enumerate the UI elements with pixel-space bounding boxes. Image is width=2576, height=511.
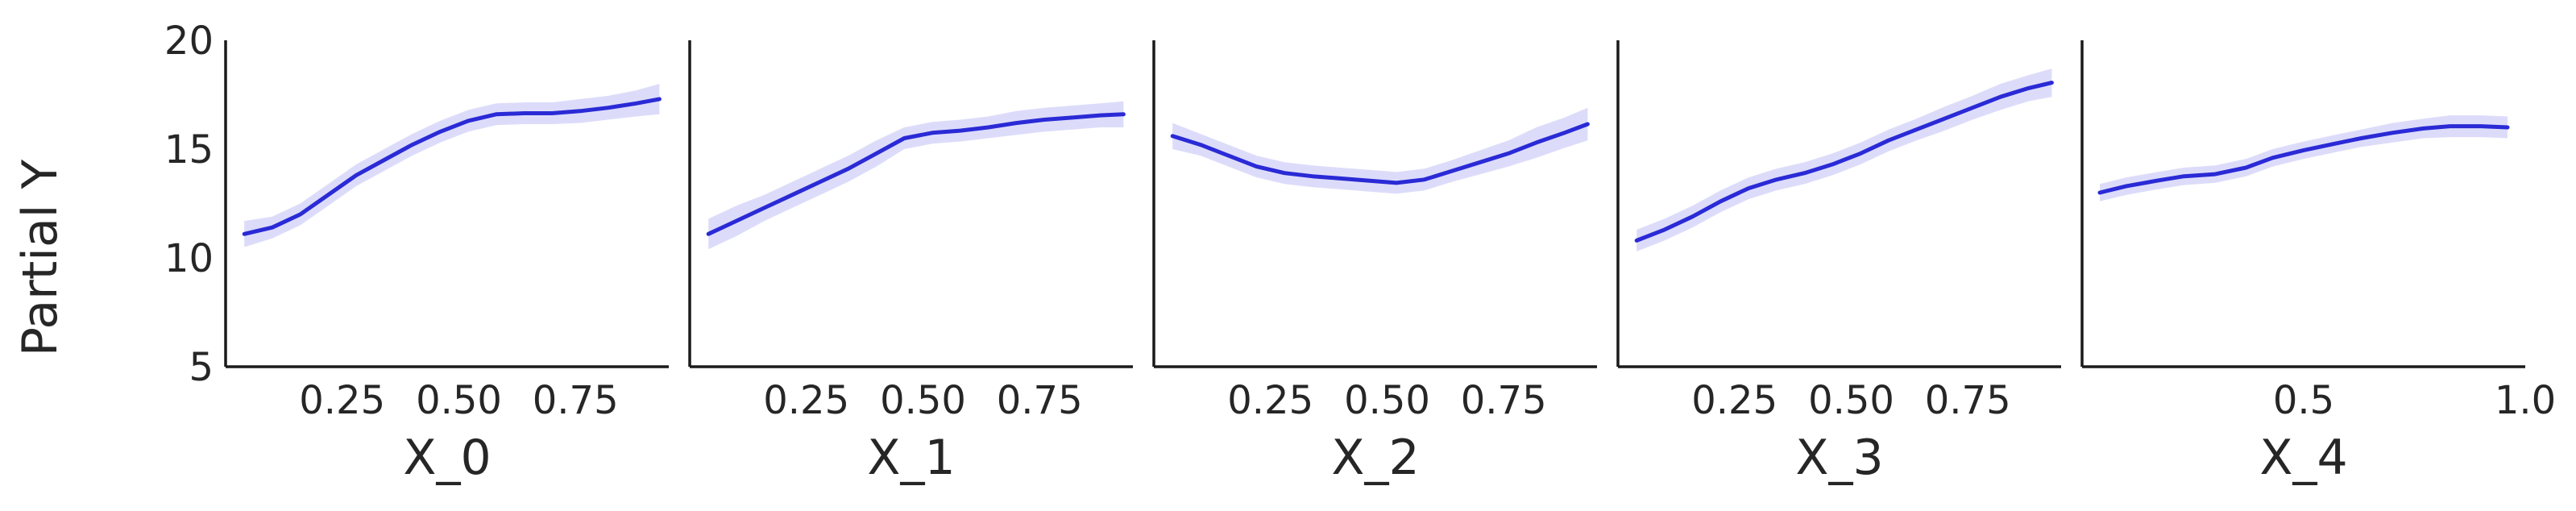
x-tick-label: 0.50	[416, 378, 502, 423]
confidence-band	[2100, 115, 2508, 201]
y-axis-label: Partial Y	[12, 160, 68, 357]
subplot-2: 0.25 0.50 0.75 X_2	[1152, 40, 1597, 486]
series-line	[2097, 124, 2510, 195]
series-line	[1634, 81, 2054, 243]
x-tick-label: 0.75	[1461, 378, 1547, 423]
x-axis-label: X_4	[2259, 430, 2347, 486]
x-tick-label: 0.75	[533, 378, 619, 423]
y-tick-label: 20	[164, 19, 214, 64]
y-tick-label: 15	[164, 127, 214, 172]
x-tick-label: 0.25	[299, 378, 385, 423]
x-tick-label: 0.50	[1808, 378, 1894, 423]
confidence-band	[708, 101, 1124, 250]
series-line	[706, 112, 1126, 236]
x-tick-label: 0.75	[1925, 378, 2011, 423]
x-tick-label: 0.50	[880, 378, 966, 423]
x-axis-label: X_2	[1331, 430, 1419, 486]
x-tick-label: 0.25	[763, 378, 849, 423]
x-tick-label: 0.5	[2273, 378, 2334, 423]
y-tick-label: 10	[164, 236, 214, 281]
confidence-band	[244, 84, 660, 247]
series-line	[1170, 122, 1590, 185]
subplot-4: 0.5 1.0 X_4	[2080, 40, 2556, 486]
subplot-1: 0.25 0.50 0.75 X_1	[688, 40, 1133, 486]
x-tick-label: 0.25	[1227, 378, 1313, 423]
subplot-0: 0.25 0.50 0.75 5 10 15 20 X_0	[164, 19, 669, 486]
x-tick-label: 0.25	[1691, 378, 1777, 423]
x-tick-label: 0.50	[1344, 378, 1430, 423]
y-tick-label: 5	[189, 345, 214, 390]
x-axis-label: X_1	[867, 430, 955, 486]
x-axis-label: X_3	[1795, 430, 1883, 486]
x-axis-label: X_0	[403, 430, 491, 486]
series-line	[242, 97, 662, 236]
x-tick-label: 1.0	[2495, 378, 2556, 423]
subplot-3: 0.25 0.50 0.75 X_3	[1616, 40, 2061, 486]
x-tick-label: 0.75	[997, 378, 1083, 423]
